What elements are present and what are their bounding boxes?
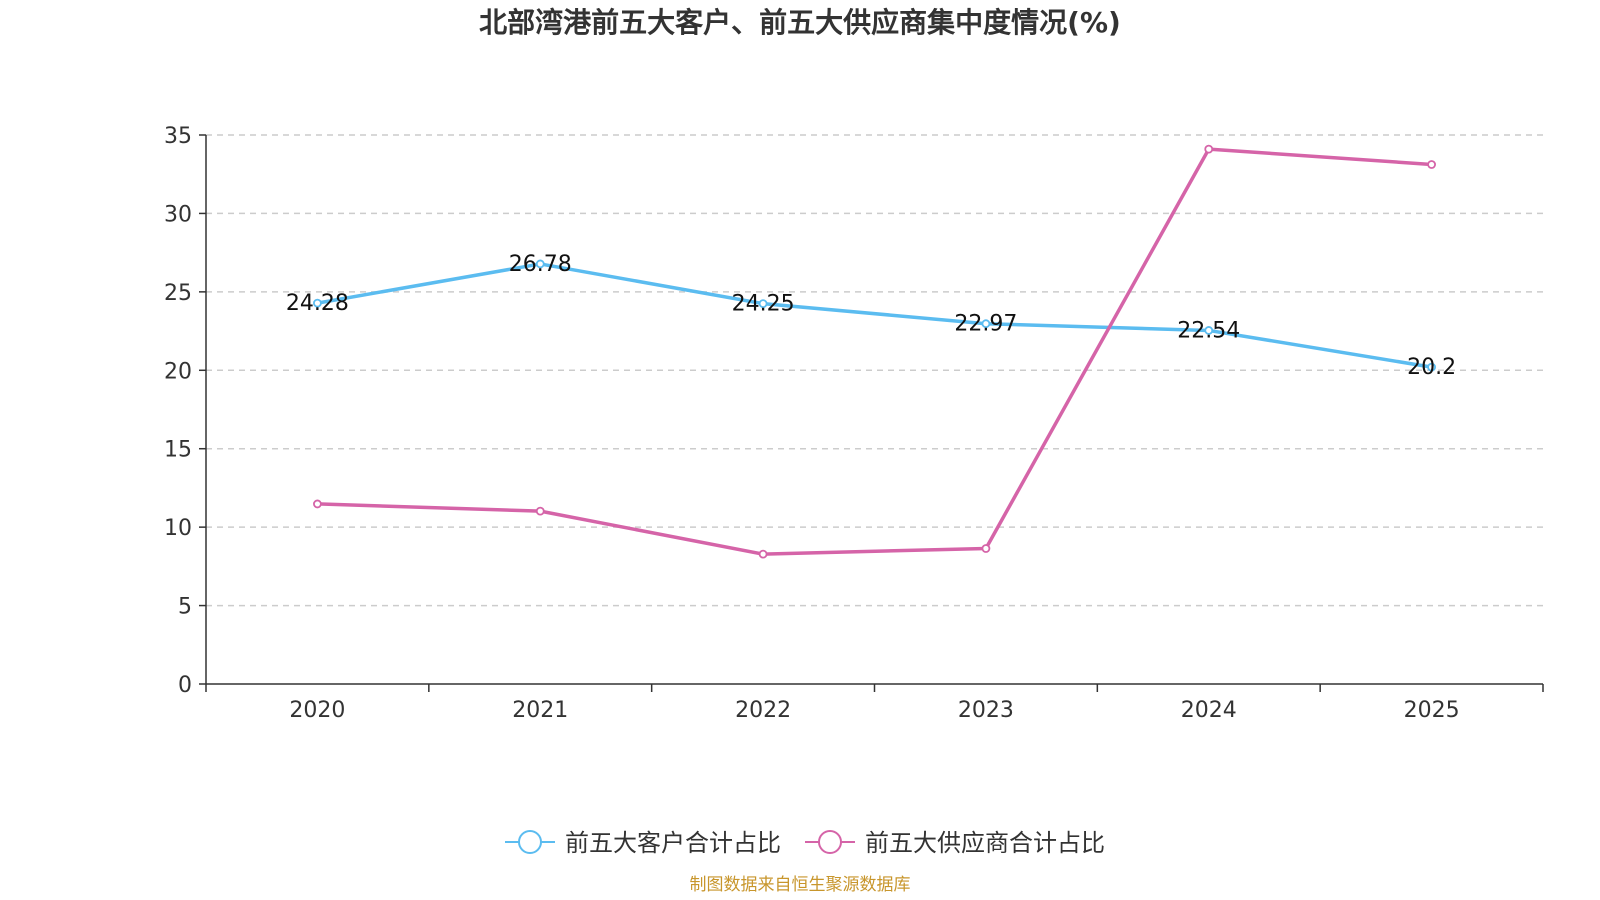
x-tick-label: 2020 [289,698,345,723]
data-labels: 24.28 26.78 24.25 22.97 22.54 20.2 [286,252,1456,380]
data-label: 22.97 [954,312,1017,337]
data-label: 24.25 [732,292,795,317]
legend-item-2[interactable]: 前五大供应商合计占比 [805,829,1105,857]
y-tick-label: 15 [164,438,192,463]
legend-item-1[interactable]: 前五大客户合计占比 [505,829,781,857]
y-tick-label: 35 [164,124,192,149]
y-tick-label: 25 [164,281,192,306]
data-point [758,299,768,309]
y-tick-label: 10 [164,516,192,541]
chart-title: 北部湾港前五大客户、前五大供应商集中度情况(%) [479,6,1121,39]
data-point [313,499,322,509]
x-tick-label: 2023 [958,698,1014,723]
y-tick-label: 20 [164,359,192,384]
y-tick-label: 30 [164,202,192,227]
x-tick-label: 2024 [1181,698,1237,723]
legend-marker [818,830,842,854]
data-label: 24.28 [286,291,349,316]
legend-marker [518,830,542,854]
data-point [1204,144,1214,154]
data-point [1204,326,1214,335]
grid-lines [206,134,1543,607]
x-tick-label: 2022 [735,698,791,723]
data-point [981,544,991,553]
y-tick-label: 0 [178,673,192,698]
data-point [535,506,545,516]
data-point [758,549,768,559]
data-point [535,259,545,269]
y-tick-label: 5 [178,595,192,620]
series-layer [313,144,1436,559]
data-label: 20.2 [1407,355,1456,380]
series-line-2 [317,147,1432,556]
data-point [1427,160,1436,169]
data-point [1427,362,1436,372]
x-tick-label: 2021 [512,698,568,723]
source-note: 制图数据来自恒生聚源数据库 [690,875,911,895]
legend-label: 前五大客户合计占比 [565,829,781,857]
legend[interactable]: 前五大客户合计占比 前五大供应商合计占比 [505,829,1105,857]
series-line-1 [317,262,1432,369]
data-label: 26.78 [509,252,572,277]
data-label: 22.54 [1177,318,1240,343]
data-point [313,298,322,308]
legend-label: 前五大供应商合计占比 [865,829,1105,857]
data-point [981,319,991,329]
x-tick-label: 2025 [1404,698,1460,723]
